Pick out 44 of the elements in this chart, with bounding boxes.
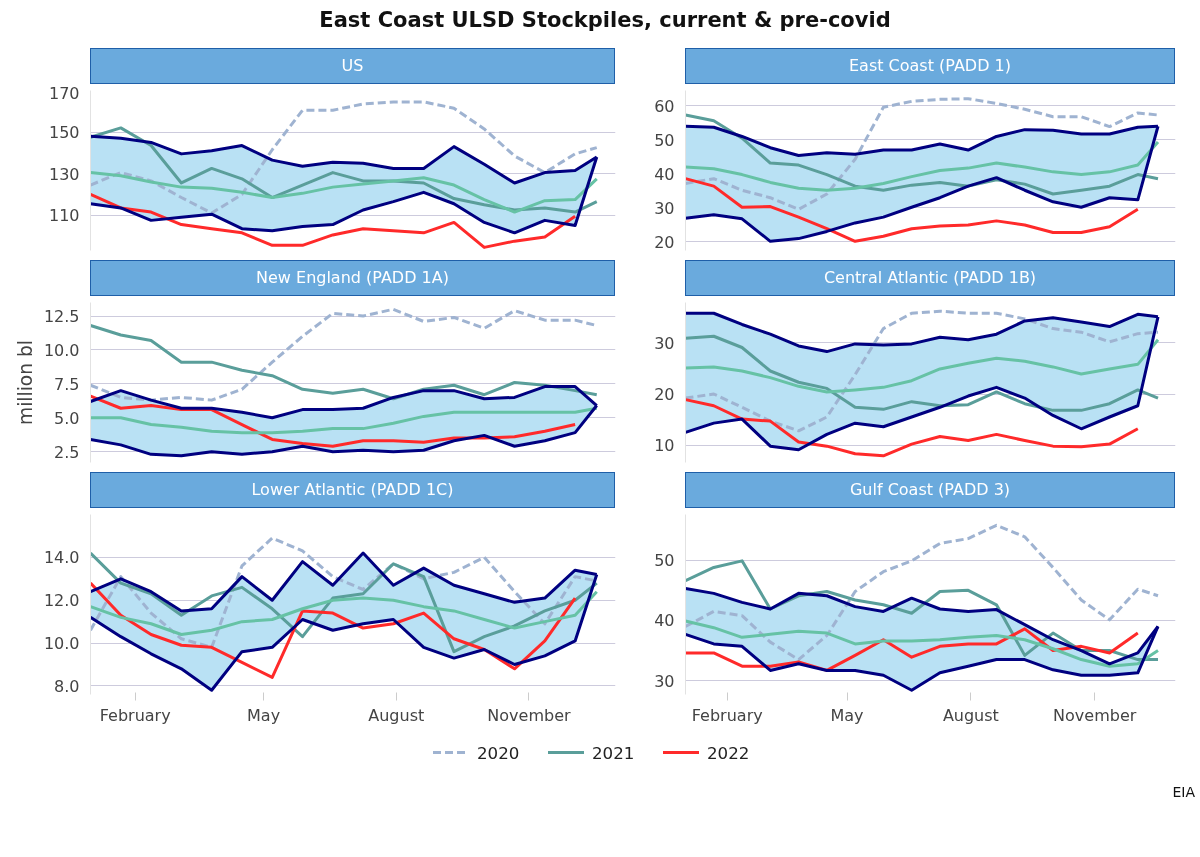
chart-title: US xyxy=(341,55,364,77)
x-tick-label: August xyxy=(368,705,425,725)
chart-title: East Coast (PADD 1) xyxy=(848,55,1012,77)
y-tick-label: 30 xyxy=(654,333,675,353)
y-tick-label: 10.0 xyxy=(43,340,80,360)
y-tick-label: 30 xyxy=(654,671,675,691)
x-tick-label: May xyxy=(247,705,281,725)
y-tick-label: 50 xyxy=(654,551,675,571)
legend-label: 2022 xyxy=(707,743,750,763)
chart-title: Central Atlantic (PADD 1B) xyxy=(823,267,1037,289)
text: EIA xyxy=(1172,783,1195,802)
y-tick-label: 2.5 xyxy=(54,442,80,462)
x-tick-label: November xyxy=(487,705,571,725)
y-tick-label: 20 xyxy=(654,232,675,252)
y-tick-label: 8.0 xyxy=(54,676,80,696)
y-tick-label: 7.5 xyxy=(54,374,80,394)
y-tick-label: 20 xyxy=(654,385,675,404)
y-tick-label: 30 xyxy=(654,198,675,218)
x-tick-label: February xyxy=(691,705,763,725)
y-tick-label: 5.0 xyxy=(54,408,80,428)
chart-title: Lower Atlantic (PADD 1C) xyxy=(251,479,454,501)
y-tick-label: 14.0 xyxy=(43,548,80,568)
y-tick-label: 110 xyxy=(48,206,80,226)
y-tick-label: 130 xyxy=(48,164,80,184)
legend-label: 2021 xyxy=(592,743,635,763)
x-tick-label: February xyxy=(99,705,171,725)
y-tick-label: 40 xyxy=(654,164,675,184)
x-tick-label: August xyxy=(942,705,999,725)
chart-title: Gulf Coast (PADD 3) xyxy=(849,479,1011,501)
legend-label: 2020 xyxy=(477,743,520,763)
y-tick-label: 50 xyxy=(654,130,675,150)
y-axis-title: million bl xyxy=(14,339,36,426)
y-tick-label: 60 xyxy=(654,96,675,116)
y-tick-label: 170 xyxy=(48,83,80,103)
y-tick-label: 12.5 xyxy=(43,307,80,327)
chart-title: New England (PADD 1A) xyxy=(256,267,449,289)
y-tick-label: 150 xyxy=(48,123,80,143)
y-tick-label: 10 xyxy=(654,436,675,456)
x-tick-label: May xyxy=(830,705,864,725)
text: East Coast ULSD Stockpiles, current & pre-covid xyxy=(319,7,891,34)
y-tick-label: 12.0 xyxy=(43,591,80,611)
y-tick-label: 10.0 xyxy=(43,634,80,654)
y-tick-label: 40 xyxy=(654,611,675,631)
x-tick-label: November xyxy=(1053,705,1137,725)
